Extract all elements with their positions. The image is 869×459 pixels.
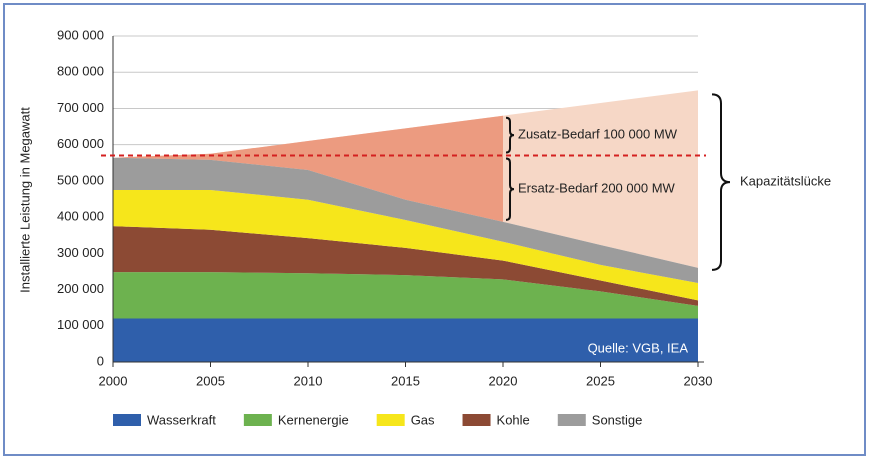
area <box>113 272 698 319</box>
brace <box>505 116 515 154</box>
y-tick-label: 300 000 <box>57 245 104 260</box>
area <box>113 157 698 284</box>
x-tick-label: 2005 <box>196 373 225 388</box>
x-tick-label: 2025 <box>586 373 615 388</box>
y-tick-label: 600 000 <box>57 136 104 151</box>
legend-label: Gas <box>411 412 435 427</box>
x-tick-label: 2020 <box>489 373 518 388</box>
y-tick-label: 200 000 <box>57 281 104 296</box>
legend-label: Sonstige <box>592 412 643 427</box>
legend-swatch <box>113 414 141 426</box>
legend-swatch <box>462 414 491 426</box>
y-tick-label: 700 000 <box>57 100 104 115</box>
area <box>113 189 698 301</box>
legend-swatch <box>557 414 586 426</box>
source: Quelle: VGB, IEA <box>588 340 689 355</box>
annotation: Kapazitätslücke <box>740 174 831 189</box>
annotation: Ersatz-Bedarf 200 000 MW <box>518 181 676 196</box>
annotation: Zusatz-Bedarf 100 000 MW <box>518 127 678 142</box>
legend-swatch <box>243 414 272 426</box>
legend-label: Kernenergie <box>278 412 349 427</box>
area <box>113 226 698 306</box>
x-tick-label: 2000 <box>99 373 128 388</box>
legend-label: Wasserkraft <box>147 412 216 427</box>
x-tick-label: 2015 <box>391 373 420 388</box>
y-tick-label: 400 000 <box>57 209 104 224</box>
legend-swatch <box>376 414 405 426</box>
y-tick-label: 500 000 <box>57 172 104 187</box>
legend-label: Kohle <box>497 412 530 427</box>
y-tick-label: 800 000 <box>57 64 104 79</box>
area <box>113 318 698 362</box>
y-tick-label: 0 <box>97 353 104 368</box>
brace <box>505 157 515 221</box>
y-tick-label: 100 000 <box>57 317 104 332</box>
gap-early <box>113 115 503 222</box>
x-tick-label: 2010 <box>294 373 323 388</box>
y-axis-label: Installierte Leistung in Megawatt <box>17 107 32 293</box>
x-tick-label: 2030 <box>684 373 713 388</box>
y-tick-label: 900 000 <box>57 27 104 42</box>
brace <box>711 93 731 271</box>
